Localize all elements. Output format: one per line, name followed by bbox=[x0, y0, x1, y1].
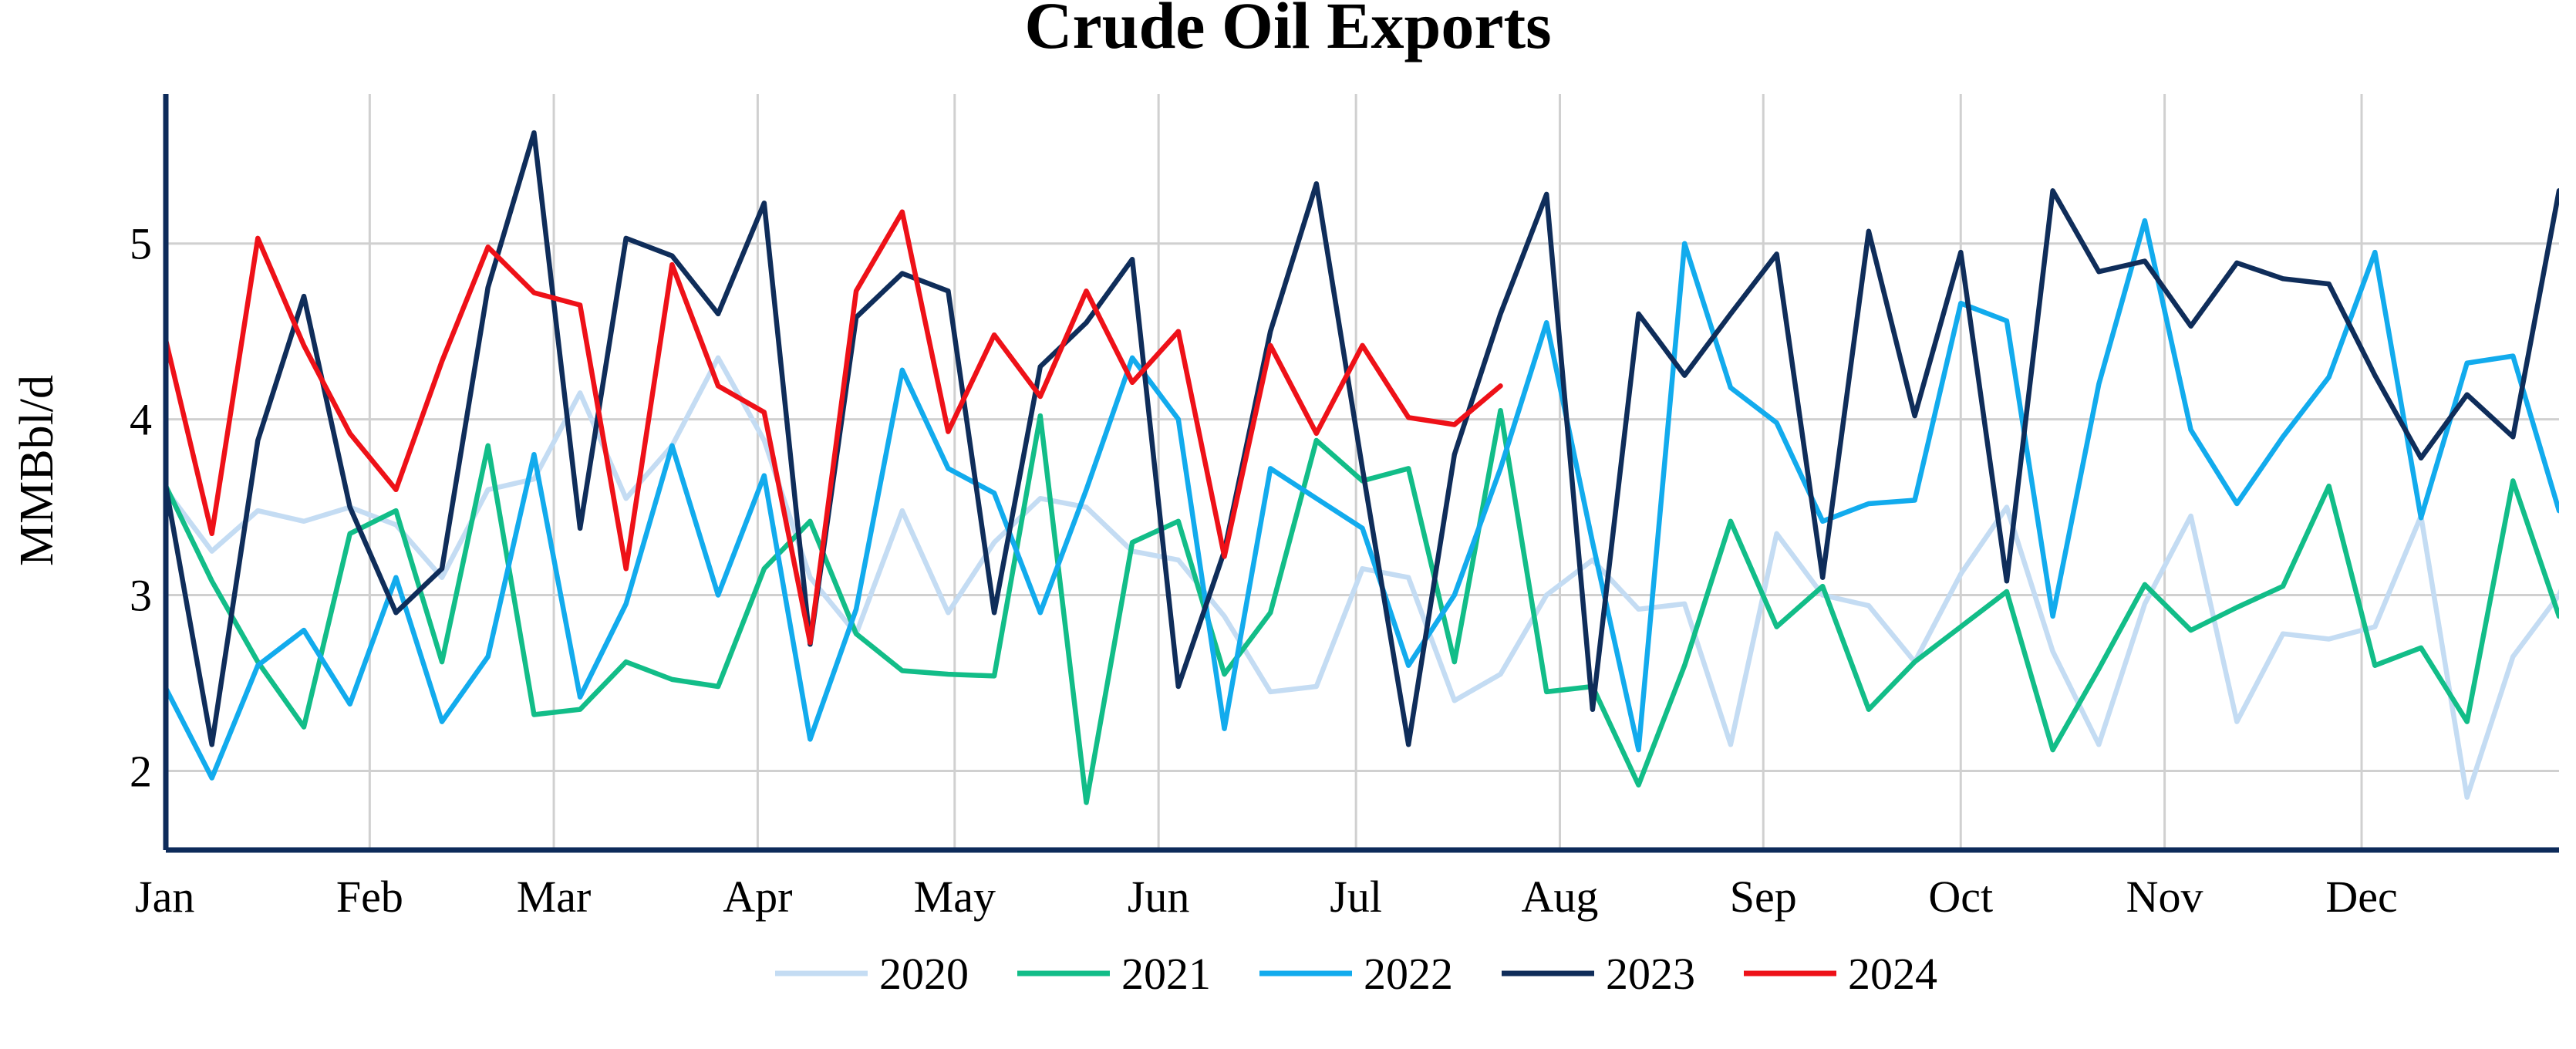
y-tick-label: 3 bbox=[130, 571, 152, 621]
x-tick-label: Jan bbox=[135, 872, 194, 922]
x-tick-label: Sep bbox=[1730, 872, 1797, 922]
x-tick-label: Dec bbox=[2325, 872, 2397, 922]
series-layer bbox=[166, 130, 2559, 805]
x-tick-label: May bbox=[914, 872, 996, 922]
x-tick-label: Jun bbox=[1128, 872, 1190, 922]
x-tick-label: Mar bbox=[517, 872, 592, 922]
x-tick-label: Aug bbox=[1522, 872, 1599, 922]
series-line-2021 bbox=[166, 407, 2559, 805]
legend-label-2024: 2024 bbox=[1848, 949, 1937, 999]
series-line-2023 bbox=[166, 130, 2559, 747]
x-tick-label: Jul bbox=[1330, 872, 1382, 922]
x-tick-label: Apr bbox=[723, 872, 792, 922]
legend-label-2022: 2022 bbox=[1364, 949, 1453, 999]
series-line-2022 bbox=[166, 218, 2559, 781]
y-tick-label: 4 bbox=[130, 395, 152, 445]
legend-label-2023: 2023 bbox=[1606, 949, 1695, 999]
legend: 2020 2021 2022 2023 2024 bbox=[775, 949, 1937, 999]
axis-layer: 2 3 4 5 Jan Feb Mar Apr May Jun Jul Aug Sep Oct Nov Dec bbox=[130, 94, 2559, 922]
x-tick-label: Feb bbox=[336, 872, 403, 922]
x-tick-label: Oct bbox=[1928, 872, 1993, 922]
series-line-2024 bbox=[166, 209, 1503, 646]
legend-label-2020: 2020 bbox=[879, 949, 969, 999]
series-line-2020 bbox=[166, 355, 2559, 800]
y-tick-label: 5 bbox=[130, 219, 152, 269]
legend-label-2021: 2021 bbox=[1121, 949, 1211, 999]
x-tick-label: Nov bbox=[2126, 872, 2203, 922]
chart-title: Crude Oil Exports bbox=[1024, 0, 1551, 62]
y-axis-title: MMBbl/d bbox=[11, 375, 63, 566]
y-tick-label: 2 bbox=[130, 746, 152, 796]
